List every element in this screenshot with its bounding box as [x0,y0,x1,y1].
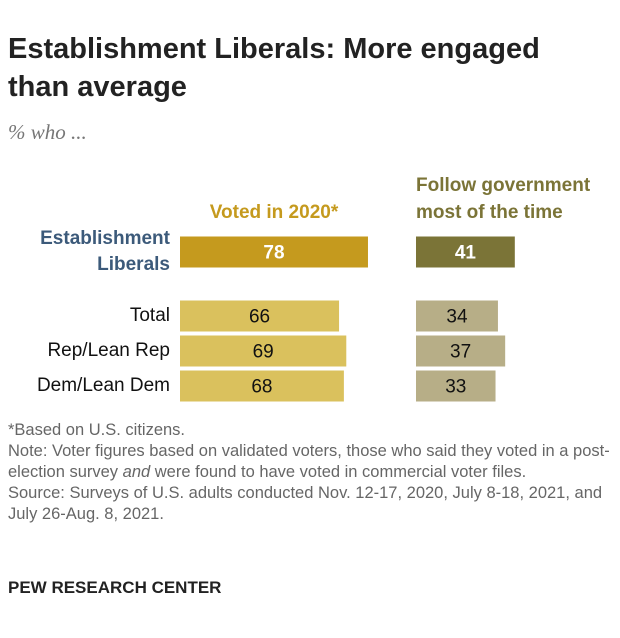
category-label: Total [129,305,170,326]
note-text: Note: Voter figures based on validated v… [8,442,610,481]
note: Note: Voter figures based on validated v… [8,441,613,483]
footnote: *Based on U.S. citizens. [8,421,186,439]
category-label: Dem/Lean Dem [36,375,170,396]
value-label: 69 [253,342,274,363]
subtitle: % who ... [8,120,87,144]
bar [180,335,347,367]
bar [416,236,515,268]
note-text: were found to have voted in commercial v… [150,463,527,481]
series-header: Follow government most of the time [416,175,591,223]
source: Source: Surveys of U.S. adults conducted… [8,484,603,523]
bar [416,335,506,367]
chart: 78 66 69 68 41 34 37 33 [180,236,515,402]
value-label: 37 [450,342,471,363]
bar [180,370,344,402]
value-label: 66 [249,307,270,328]
bar [416,370,496,402]
bar [416,300,498,332]
value-label: 68 [251,377,272,398]
note-text: and [122,463,151,481]
footer: PEW RESEARCH CENTER [8,578,222,597]
value-label: 41 [455,243,477,264]
bar [180,300,340,332]
category-label: Establishment Liberals [40,228,170,275]
value-label: 78 [263,243,284,264]
value-label: 34 [446,307,468,328]
series-header: Voted in 2020* [209,202,339,223]
category-label: Rep/Lean Rep [47,340,170,361]
bar [180,236,368,268]
value-label: 33 [445,377,466,398]
chart-title: Establishment Liberals: More engaged tha… [8,33,540,103]
notes: *Based on U.S. citizens. Note: Voter fig… [8,420,613,525]
